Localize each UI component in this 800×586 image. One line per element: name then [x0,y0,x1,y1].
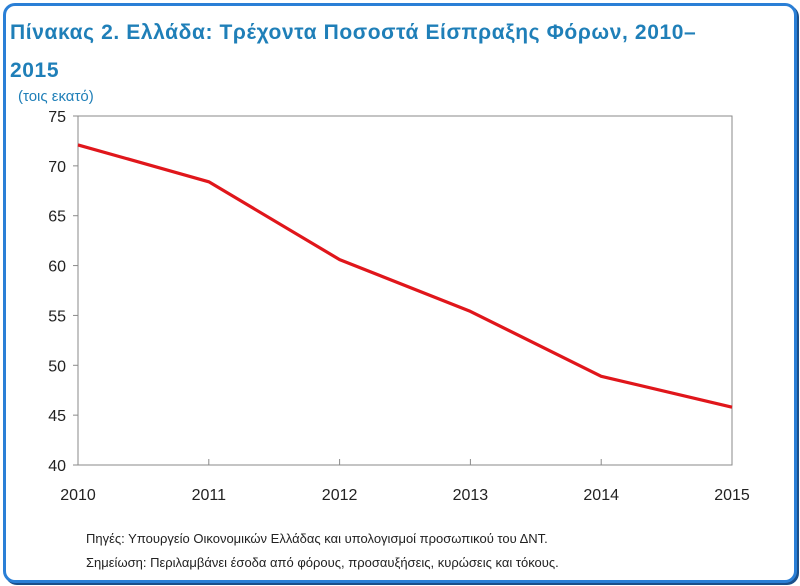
chart-notes: Πηγές: Υπουργείο Οικονομικών Ελλάδας και… [86,527,559,575]
y-tick-label: 45 [48,408,66,425]
y-tick-label: 60 [48,259,66,276]
x-tick-label: 2015 [714,487,750,504]
x-tick-label: 2013 [453,487,489,504]
x-tick-label: 2011 [192,487,227,504]
x-tick-label: 2012 [322,487,358,504]
y-tick-label: 75 [48,109,66,126]
series-line [77,143,733,409]
x-tick-label: 2014 [583,487,619,504]
y-tick-label: 70 [48,159,66,176]
y-tick-label: 40 [48,458,66,475]
x-tick-label: 2010 [60,487,96,504]
chart-frame [3,3,797,583]
y-tick-label: 65 [48,209,66,226]
chart-subtitle: (τοις εκατό) [18,88,94,105]
chart-title: Πίνακας 2. Ελλάδα: Τρέχοντα Ποσοστά Είσπ… [10,21,697,82]
remark-note: Σημείωση: Περιλαμβάνει έσοδα από φόρους,… [86,555,559,570]
source-note: Πηγές: Υπουργείο Οικονομικών Ελλάδας και… [86,531,548,546]
y-tick-label: 55 [48,308,66,325]
plot-border [77,115,733,466]
y-tick-label: 50 [48,358,66,375]
